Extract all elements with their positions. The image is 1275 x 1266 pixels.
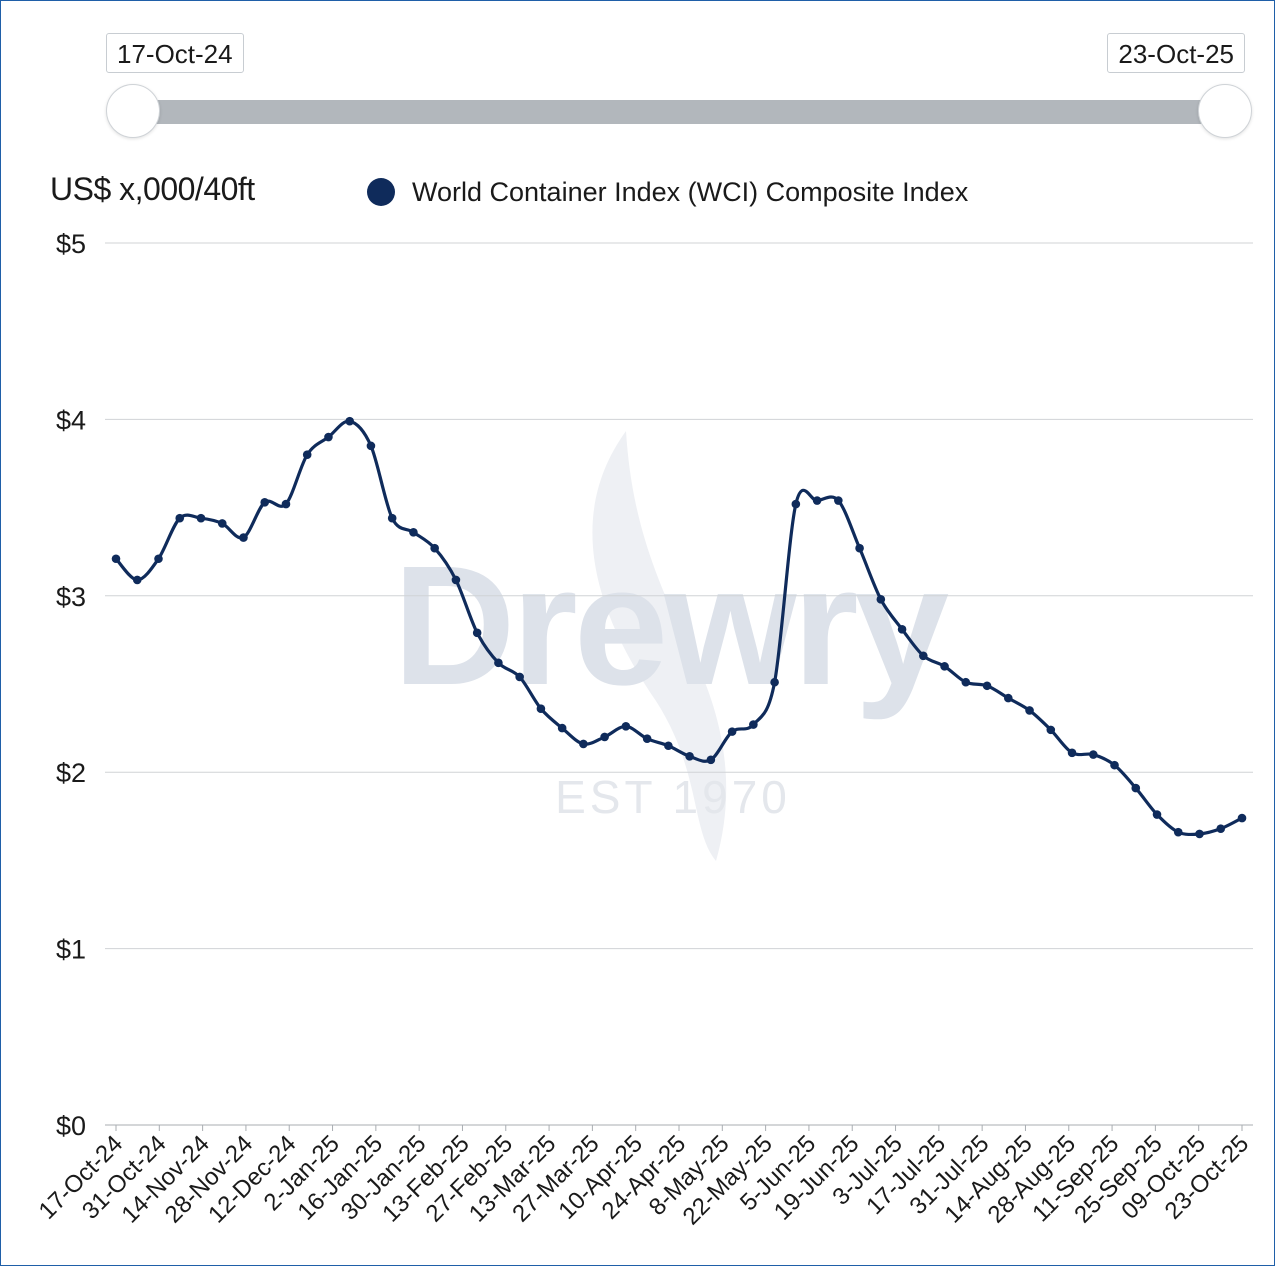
y-tick-label: $1 [56,935,86,965]
y-tick-label: $0 [56,1111,86,1141]
data-point[interactable] [1067,748,1077,758]
data-point[interactable] [727,727,737,736]
data-point[interactable] [154,554,163,564]
data-point[interactable] [175,513,185,523]
data-point[interactable] [812,496,822,505]
data-point[interactable] [919,651,928,661]
data-point[interactable] [1025,706,1034,715]
data-point[interactable] [791,499,801,509]
data-point[interactable] [451,575,461,585]
data-point[interactable] [1152,810,1162,819]
data-point[interactable] [749,720,758,729]
watermark-brand-text: Drewry [393,531,949,721]
data-point[interactable] [897,625,907,634]
legend[interactable]: World Container Index (WCI) Composite In… [367,176,968,208]
data-point[interactable] [1110,760,1119,770]
data-point[interactable] [685,752,694,761]
data-point[interactable] [387,513,397,523]
watermark-tagline-text: EST 1970 [555,771,791,823]
data-point[interactable] [302,450,312,459]
data-point[interactable] [430,543,439,553]
data-point[interactable] [515,672,524,682]
data-point[interactable] [260,498,270,507]
start-date-label: 17-Oct-24 [106,33,244,73]
data-point[interactable] [472,628,482,638]
series-points [111,416,1247,839]
data-point[interactable] [1088,750,1098,759]
data-point[interactable] [1046,725,1056,735]
data-point[interactable] [664,741,673,751]
legend-marker-icon [367,178,395,206]
y-tick-label: $3 [56,582,86,612]
data-point[interactable] [239,533,248,542]
y-tick-label: $4 [56,405,86,435]
data-point[interactable] [600,732,609,742]
data-point[interactable] [1195,829,1204,839]
slider-end-handle[interactable] [1198,84,1252,138]
y-grid [105,242,1253,1126]
slider-start-handle[interactable] [106,84,160,138]
y-axis: $0 $1 $2 $3 $4 $5 [56,229,86,1141]
data-point[interactable] [196,513,206,523]
data-point[interactable] [324,432,333,442]
data-point[interactable] [940,662,949,671]
y-tick-label: $5 [56,229,86,259]
data-point[interactable] [281,499,291,509]
date-range-slider-track[interactable] [133,100,1225,124]
data-point[interactable] [706,755,716,765]
data-point[interactable] [345,416,354,426]
data-point[interactable] [1173,827,1183,837]
data-point[interactable] [961,677,971,687]
end-date-label: 23-Oct-25 [1107,33,1245,73]
data-point[interactable] [1004,693,1013,703]
data-point[interactable] [855,543,864,553]
data-point[interactable] [536,704,546,713]
data-point[interactable] [366,441,376,451]
data-point[interactable] [579,739,588,749]
data-point[interactable] [111,554,121,564]
data-point[interactable] [1237,813,1247,823]
data-point[interactable] [557,723,567,733]
data-point[interactable] [770,677,779,687]
data-point[interactable] [642,734,652,743]
data-point[interactable] [409,527,418,537]
data-point[interactable] [217,519,227,528]
data-point[interactable] [834,496,843,505]
y-tick-label: $2 [56,758,86,788]
legend-label: World Container Index (WCI) Composite In… [412,176,969,207]
data-point[interactable] [132,575,142,585]
data-point[interactable] [494,658,503,668]
data-point[interactable] [1216,824,1226,833]
data-point[interactable] [1131,783,1141,793]
y-axis-unit-label: US$ x,000/40ft [50,171,255,207]
drewry-watermark: Drewry EST 1970 [393,431,953,861]
data-point[interactable] [876,595,886,604]
x-axis: 17-Oct-2431-Oct-2414-Nov-2428-Nov-2412-D… [34,1125,1254,1230]
data-point[interactable] [621,722,631,731]
data-point[interactable] [982,681,992,691]
